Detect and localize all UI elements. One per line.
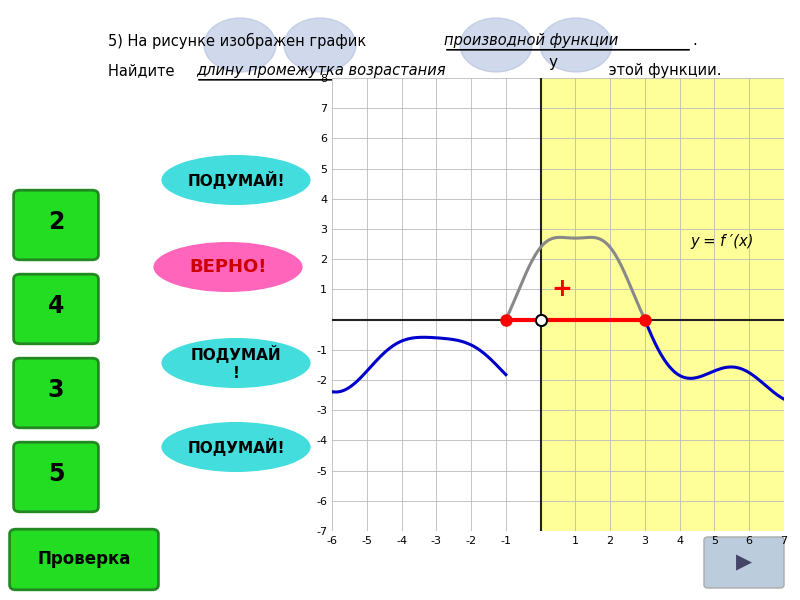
Text: ПОДУМАЙ!: ПОДУМАЙ!: [187, 438, 285, 456]
Text: 2: 2: [48, 210, 64, 234]
Ellipse shape: [152, 241, 304, 293]
Text: ПОДУМАЙ
!: ПОДУМАЙ !: [190, 346, 282, 380]
Text: y = f ′(x): y = f ′(x): [690, 233, 754, 248]
Text: ВЕРНО!: ВЕРНО!: [190, 258, 266, 276]
Text: этой функции.: этой функции.: [604, 63, 722, 78]
Circle shape: [204, 18, 276, 72]
FancyBboxPatch shape: [14, 190, 98, 260]
FancyBboxPatch shape: [14, 274, 98, 344]
Ellipse shape: [160, 337, 312, 389]
Text: ▶: ▶: [736, 552, 752, 572]
FancyBboxPatch shape: [14, 442, 98, 512]
FancyBboxPatch shape: [14, 358, 98, 428]
Text: Найдите: Найдите: [108, 63, 179, 78]
Text: .: .: [692, 33, 697, 48]
Text: 5) На рисунке изображен график: 5) На рисунке изображен график: [108, 33, 375, 49]
Text: 5: 5: [48, 462, 64, 486]
Text: 3: 3: [48, 378, 64, 402]
Text: ПОДУМАЙ!: ПОДУМАЙ!: [187, 171, 285, 189]
Circle shape: [460, 18, 532, 72]
Bar: [298, 78, 541, 531]
Text: y: y: [548, 55, 558, 70]
FancyBboxPatch shape: [10, 529, 158, 590]
Text: длину промежутка возрастания: длину промежутка возрастания: [196, 63, 446, 78]
Ellipse shape: [160, 421, 312, 473]
Text: 4: 4: [48, 294, 64, 318]
Text: Проверка: Проверка: [38, 550, 130, 568]
Ellipse shape: [160, 154, 312, 206]
Text: производной функции: производной функции: [444, 33, 618, 48]
Circle shape: [284, 18, 356, 72]
Bar: [541, 78, 800, 531]
Circle shape: [540, 18, 612, 72]
Text: +: +: [551, 277, 572, 301]
FancyBboxPatch shape: [704, 537, 784, 588]
